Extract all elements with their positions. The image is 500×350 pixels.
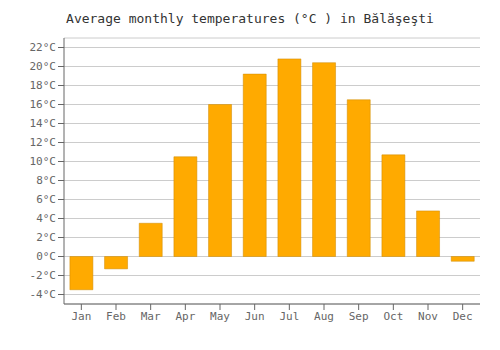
svg-text:Apr: Apr xyxy=(175,310,195,323)
svg-text:Jul: Jul xyxy=(279,310,299,323)
svg-text:Feb: Feb xyxy=(106,310,126,323)
svg-text:Jan: Jan xyxy=(71,310,91,323)
svg-text:14°C: 14°C xyxy=(30,117,57,130)
svg-text:Dec: Dec xyxy=(453,310,473,323)
svg-text:Aug: Aug xyxy=(314,310,334,323)
svg-text:May: May xyxy=(210,310,230,323)
svg-text:-4°C: -4°C xyxy=(30,288,57,301)
svg-text:22°C: 22°C xyxy=(30,41,57,54)
svg-text:-2°C: -2°C xyxy=(30,269,57,282)
svg-text:Mar: Mar xyxy=(141,310,161,323)
svg-text:6°C: 6°C xyxy=(36,193,56,206)
svg-text:Jun: Jun xyxy=(245,310,265,323)
svg-text:16°C: 16°C xyxy=(30,98,57,111)
svg-text:0°C: 0°C xyxy=(36,250,56,263)
svg-text:8°C: 8°C xyxy=(36,174,56,187)
svg-text:18°C: 18°C xyxy=(30,79,57,92)
svg-text:20°C: 20°C xyxy=(30,60,57,73)
html-text:Average monthly temperatures (: Average monthly temperatures (°C ) in Bă… xyxy=(66,11,434,26)
svg-text:2°C: 2°C xyxy=(36,231,56,244)
svg-text:Oct: Oct xyxy=(383,310,403,323)
svg-text:12°C: 12°C xyxy=(30,136,57,149)
svg-text:Nov: Nov xyxy=(418,310,438,323)
svg-text:10°C: 10°C xyxy=(30,155,57,168)
svg-text:4°C: 4°C xyxy=(36,212,56,225)
svg-text:Sep: Sep xyxy=(349,310,369,323)
